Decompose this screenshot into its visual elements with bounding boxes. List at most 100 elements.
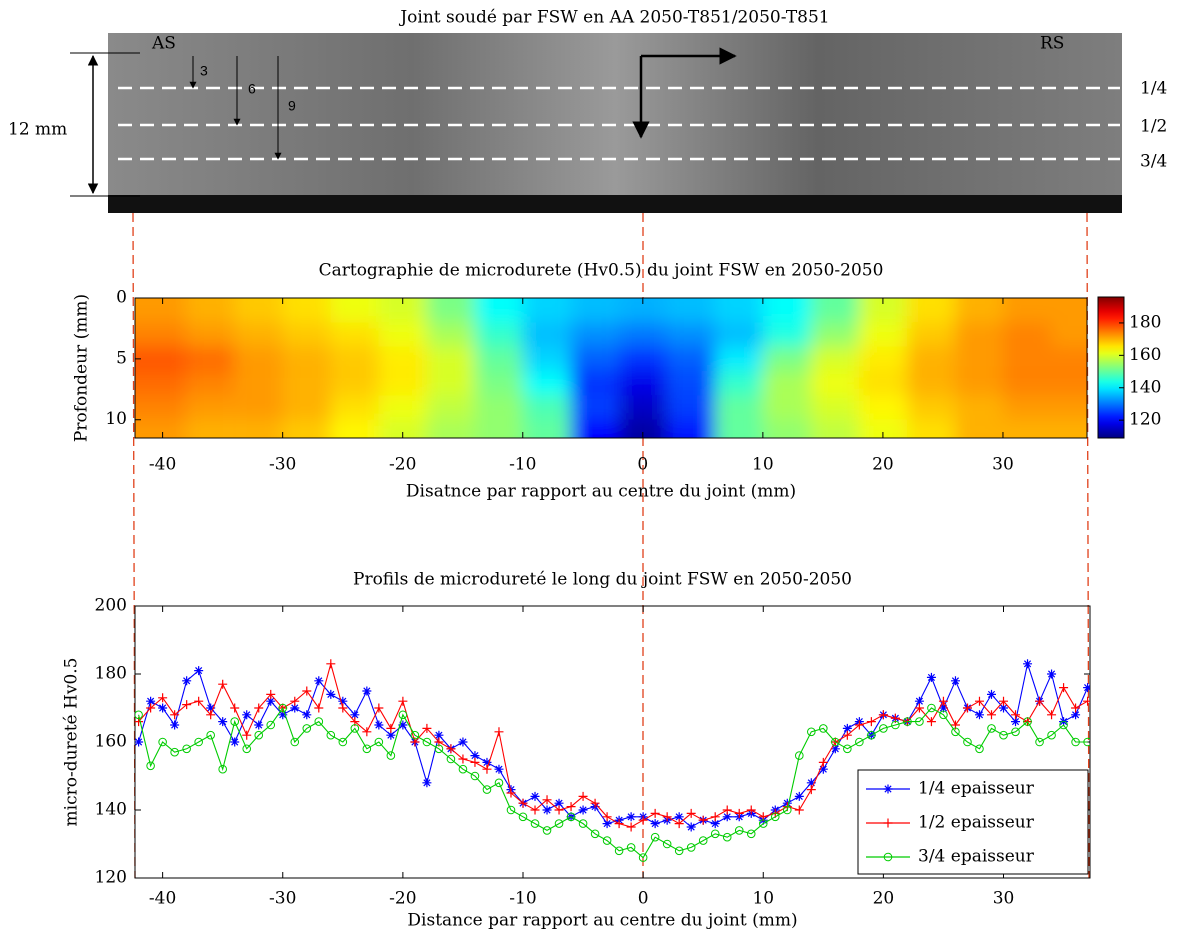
point bbox=[278, 703, 288, 713]
heatmap-cell bbox=[426, 346, 475, 372]
heatmap-cell bbox=[762, 346, 811, 372]
heatmap-cell bbox=[810, 395, 859, 420]
heatmap-cell bbox=[522, 371, 571, 396]
charts: -40 -30 -20 -10 0 10 20 30 0 5 10 120 140 160 180 Carto… bbox=[62, 261, 1162, 931]
chart-title: Cartographie de microdurete (Hv0.5) du j… bbox=[319, 261, 884, 281]
point bbox=[482, 764, 492, 774]
point bbox=[686, 822, 696, 832]
point bbox=[374, 720, 384, 730]
point bbox=[1083, 696, 1090, 706]
point bbox=[986, 689, 996, 699]
heatmap-cell bbox=[330, 322, 379, 347]
point bbox=[650, 819, 660, 829]
point bbox=[770, 812, 780, 822]
point bbox=[891, 720, 900, 730]
point bbox=[999, 696, 1009, 706]
point bbox=[686, 843, 696, 852]
heatmap-cell bbox=[426, 298, 475, 323]
heatmap-cell bbox=[906, 371, 955, 396]
point bbox=[494, 727, 504, 737]
point bbox=[182, 700, 192, 710]
heatmap-cell bbox=[570, 322, 619, 347]
heatmap-cell bbox=[234, 395, 283, 420]
point bbox=[338, 737, 348, 747]
point bbox=[314, 717, 324, 726]
heatmap-cell bbox=[954, 419, 1003, 438]
point bbox=[1047, 730, 1056, 740]
heatmap-cell bbox=[906, 322, 955, 347]
point bbox=[1071, 737, 1080, 747]
series-line bbox=[138, 661, 1088, 828]
heatmap-cell bbox=[135, 395, 187, 420]
heatmap-cell bbox=[618, 322, 667, 347]
plot-area bbox=[135, 659, 1090, 862]
x-tick-label: -20 bbox=[389, 889, 416, 909]
point bbox=[530, 819, 540, 828]
point bbox=[326, 689, 336, 699]
heatmap-cell bbox=[135, 346, 187, 372]
point bbox=[506, 788, 516, 798]
point bbox=[266, 720, 276, 730]
point bbox=[626, 822, 636, 832]
heatmap-cell bbox=[1002, 395, 1051, 420]
point bbox=[939, 710, 948, 720]
point bbox=[578, 791, 588, 801]
heatmap-cell bbox=[522, 419, 571, 438]
heatmap-cell bbox=[1050, 395, 1087, 420]
point bbox=[398, 696, 408, 706]
point bbox=[794, 751, 804, 760]
point bbox=[326, 730, 336, 740]
heatmap-cell bbox=[234, 419, 283, 438]
point bbox=[638, 853, 648, 862]
point bbox=[350, 724, 360, 733]
point bbox=[338, 703, 348, 713]
point bbox=[146, 761, 155, 771]
heatmap-cell bbox=[1002, 371, 1051, 396]
point bbox=[614, 819, 624, 829]
heatmap-cell bbox=[135, 419, 187, 438]
y-tick-label: 160 bbox=[95, 732, 127, 752]
point bbox=[710, 829, 720, 839]
point bbox=[470, 757, 480, 767]
point bbox=[974, 710, 984, 720]
heatmap-cell bbox=[810, 371, 859, 396]
point bbox=[1059, 720, 1068, 730]
y-axis-label: Profondeur (mm) bbox=[72, 294, 92, 442]
point bbox=[746, 829, 756, 839]
heatmap-cell bbox=[378, 346, 427, 372]
point bbox=[434, 730, 444, 740]
x-tick-label: -20 bbox=[389, 455, 416, 475]
legend-marker bbox=[883, 784, 893, 794]
point bbox=[698, 815, 708, 825]
heatmap-cell bbox=[906, 298, 955, 323]
legend-label: 1/2 epaisseur bbox=[918, 813, 1035, 833]
point bbox=[975, 744, 984, 754]
point bbox=[1011, 727, 1020, 737]
point bbox=[135, 710, 143, 720]
point bbox=[470, 771, 480, 781]
point bbox=[470, 751, 480, 761]
heatmap-cell bbox=[762, 395, 811, 420]
heatmap-cell bbox=[135, 371, 187, 396]
heatmap-cell bbox=[378, 322, 427, 347]
point bbox=[542, 795, 552, 805]
colorbar-tick-label: 120 bbox=[1129, 410, 1161, 430]
point bbox=[878, 710, 888, 720]
point bbox=[386, 723, 396, 733]
point bbox=[554, 805, 564, 815]
heatmap-cell bbox=[906, 419, 955, 438]
point bbox=[542, 826, 552, 835]
heatmap-cell bbox=[234, 346, 283, 372]
point bbox=[398, 720, 408, 730]
heatmap-cell bbox=[714, 298, 763, 323]
heatmap-cell bbox=[618, 346, 667, 372]
point bbox=[554, 798, 564, 808]
depth-label: 3 bbox=[200, 63, 208, 79]
point bbox=[662, 839, 672, 849]
point bbox=[494, 764, 504, 774]
point bbox=[266, 689, 276, 699]
point bbox=[843, 744, 852, 754]
point bbox=[722, 812, 732, 822]
point bbox=[879, 724, 888, 733]
